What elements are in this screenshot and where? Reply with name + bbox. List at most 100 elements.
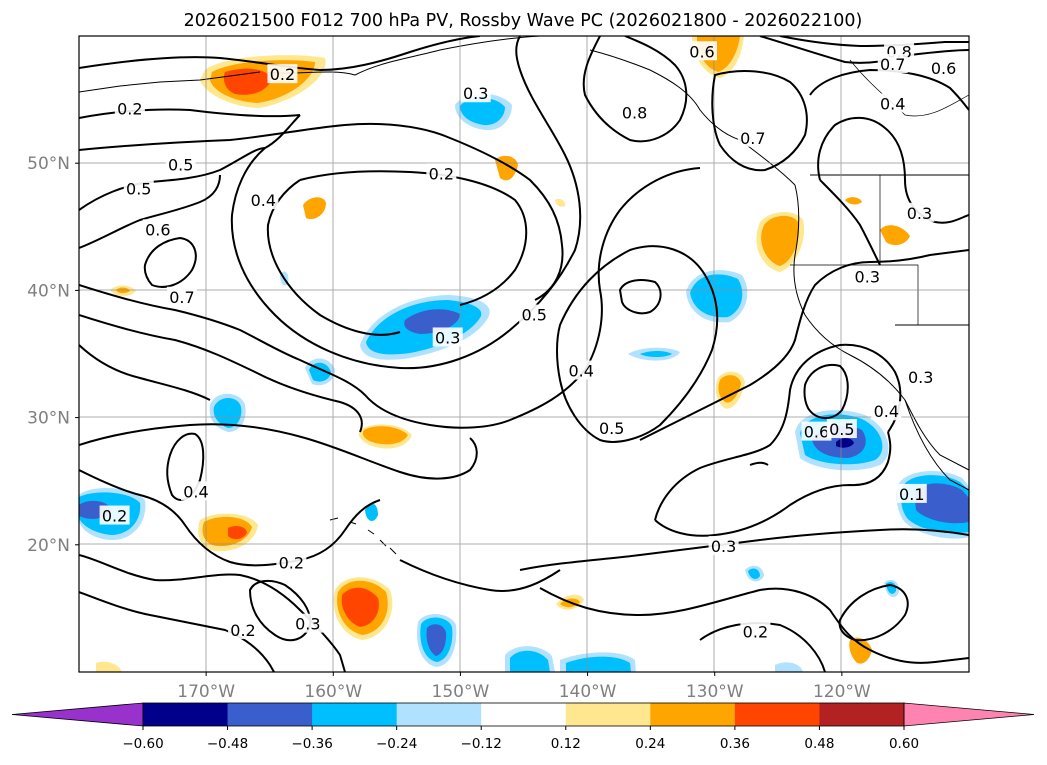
colorbar-segment [396, 703, 482, 726]
contour-line [817, 116, 969, 224]
contour-label: 0.3 [908, 368, 933, 387]
contour-line [749, 461, 769, 466]
contour-line [711, 70, 808, 172]
anomaly-positive [849, 637, 872, 664]
anomaly-positive [845, 197, 862, 205]
colorbar-tick-label: 0.12 [551, 736, 581, 752]
colorbar-tick-label: −0.12 [461, 736, 502, 752]
contour-label-bg [877, 93, 908, 113]
colorbar-segment [650, 703, 736, 726]
contour-line [803, 364, 849, 419]
contour-label: 0.3 [295, 615, 320, 634]
x-tick-label: 150°W [432, 682, 490, 702]
anomaly-negative [914, 483, 969, 524]
contour-label: 0.7 [880, 55, 905, 74]
contour-label-bg [596, 417, 627, 437]
anomaly-negative [213, 398, 242, 428]
contour-label-bg [248, 190, 279, 210]
contour-label-bg [740, 621, 771, 641]
contour-line [79, 174, 221, 249]
contour-label: 0.2 [279, 554, 304, 573]
contour-label: 0.7 [740, 129, 765, 148]
colorbar-tick-label: 0.24 [635, 736, 665, 752]
contour-label-bg [566, 360, 597, 380]
contour-labels: 0.6 0.80.7 0.60.40.30.80.20.20.50.50.60.20… [99, 41, 959, 641]
contour-label: 0.5 [829, 420, 854, 439]
contour-line [79, 36, 481, 72]
hawaiian-islands [329, 517, 397, 555]
contour-label: 0.3 [711, 537, 736, 556]
contour-line [79, 167, 701, 429]
contour-label-bg [708, 536, 739, 556]
contour-label: 0.2 [743, 622, 768, 641]
contour-label-bg [180, 481, 211, 501]
contour-line [79, 344, 211, 401]
x-tick-label: 120°W [813, 682, 871, 702]
state-border [879, 175, 919, 325]
contour-label: 0.6 [689, 42, 714, 61]
contour-label-bg [619, 102, 650, 122]
pv-anomaly-shading [79, 36, 969, 672]
contour-line [79, 314, 363, 433]
contour-label: 0.6 [145, 220, 170, 239]
contour-line [779, 36, 969, 48]
contour-label-bg [426, 163, 457, 183]
chart-title: 2026021500 F012 700 hPa PV, Rossby Wave … [184, 11, 863, 31]
contour-label-bg [877, 53, 908, 73]
contour-line [519, 528, 969, 571]
map-frame [78, 35, 970, 673]
contour-label: 0.4 [568, 362, 593, 381]
y-tick-label: 20°N [27, 536, 70, 556]
map-panel: 0.6 0.80.7 0.60.40.30.80.20.20.50.50.60.20… [79, 36, 969, 672]
y-tick-label: 40°N [27, 281, 70, 301]
contour-label-bg [228, 620, 259, 640]
contour-label: 0.3 [463, 84, 488, 103]
contour-label-bg [687, 41, 717, 61]
colorbar-segment [565, 703, 651, 726]
colorbar-tick-label: 0.36 [720, 736, 750, 752]
contour-line [79, 423, 478, 480]
contour-label-bg [99, 505, 130, 525]
contour-label-bg [165, 154, 196, 174]
gridlines [79, 36, 969, 672]
anomaly-negative [748, 568, 760, 579]
contour-line [582, 36, 688, 143]
anomaly-negative [426, 624, 447, 656]
x-axis: 170°W 160°W 150°W 140°W 130°W 120°W [177, 672, 871, 702]
contour-label: 0.2 [429, 164, 454, 183]
anomaly-positive [303, 197, 326, 220]
west-coast [793, 184, 969, 471]
colorbar-tick-label: −0.48 [207, 736, 248, 752]
x-tick-label: 160°W [304, 682, 362, 702]
contour-label-bg [519, 304, 550, 324]
anomaly-positive [96, 661, 122, 672]
contour-line [539, 587, 969, 664]
contour-label-bg [871, 401, 902, 421]
contour-label: 0.2 [230, 621, 255, 640]
contour-label-bg [267, 64, 298, 84]
contour-label-bg [737, 127, 768, 147]
pv-contours [79, 36, 969, 672]
contour-label: 0.4 [874, 402, 899, 421]
contour-label-bg [276, 552, 307, 572]
colorbar-segment [819, 703, 905, 726]
coastlines [79, 36, 969, 555]
anomaly-positive [341, 587, 379, 627]
anomaly-negative [775, 662, 803, 672]
anomaly-positive [228, 525, 247, 540]
colorbar-segment [481, 703, 567, 726]
colorbar-extend-min [11, 702, 144, 727]
contour-label-bg [852, 266, 883, 286]
contour-label: 0.1 [899, 485, 924, 504]
contour-line [79, 108, 301, 119]
colorbar-segment [312, 703, 398, 726]
contour-line [399, 559, 561, 592]
contour-line [79, 147, 266, 211]
x-tick-label: 140°W [559, 682, 617, 702]
contour-label-bg [114, 98, 145, 118]
contour-label-bg [826, 419, 857, 439]
contour-line [654, 431, 892, 537]
contour-label-bg [166, 286, 197, 306]
anomaly-negative [566, 656, 631, 672]
contour-label-bg [801, 421, 832, 441]
